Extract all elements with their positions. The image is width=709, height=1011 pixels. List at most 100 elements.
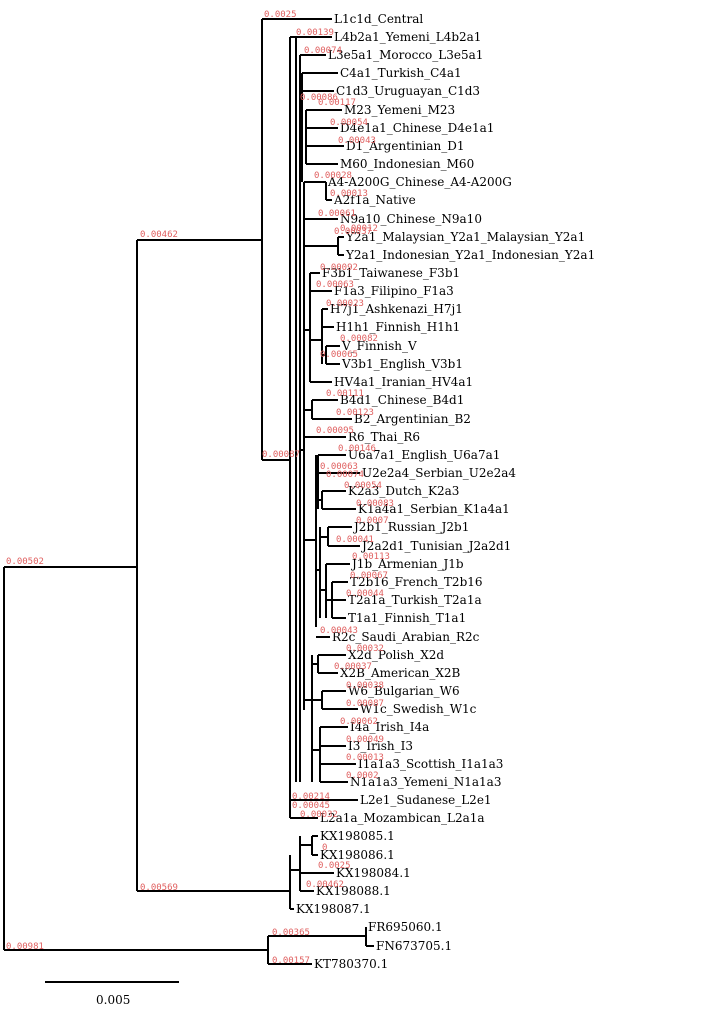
branch-length-label: 0.00113	[352, 552, 390, 562]
leaf-label: FN673705.1	[376, 939, 452, 953]
leaf-label: KT780370.1	[314, 957, 388, 971]
leaf-label: H7j1_Ashkenazi_H7j1	[330, 302, 463, 316]
branch-length-label: 0.00013	[346, 753, 384, 763]
leaf-label: K1a4a1_Serbian_K1a4a1	[358, 502, 510, 516]
leaf-label: B2_Argentinian_B2	[354, 412, 471, 426]
branch-length-label: 0.00139	[296, 28, 334, 38]
leaf-label: F3b1_Taiwanese_F3b1	[322, 266, 460, 280]
leaf-label: L3e5a1_Morocco_L3e5a1	[328, 48, 483, 62]
leaf-label: I3_Irish_I3	[348, 739, 413, 753]
branch-length-label: 0.00054	[330, 118, 368, 128]
leaf-label: M23_Yemeni_M23	[344, 103, 455, 117]
leaf-label: FR695060.1	[368, 920, 443, 934]
branch-length-label: 0.00049	[346, 735, 384, 745]
leaf-label: N1a1a3_Yemeni_N1a1a3	[350, 775, 501, 789]
leaf-label: U6a7a1_English_U6a7a1	[348, 448, 500, 462]
branch-length-label: 0.00095	[316, 426, 354, 436]
branch-length-label: 0.00023	[326, 299, 364, 309]
leaf-label: R6_Thai_R6	[348, 430, 420, 444]
branch-length-label: 0.00038	[346, 681, 384, 691]
leaf-label: J1b_Armenian_J1b	[350, 557, 464, 571]
leaf-label: K2a3_Dutch_K2a3	[348, 484, 459, 498]
leaf-label: J2b1_Russian_J2b1	[352, 520, 469, 534]
branch-length-label: 0.00045	[292, 801, 330, 811]
branch-length-label: 0.00074	[326, 470, 364, 480]
branch-length-label: 0.00037	[334, 227, 372, 237]
branch-length-label: 0.00087	[346, 699, 384, 709]
leaf-label: KX198085.1	[320, 829, 395, 843]
leaf-label: I4a_Irish_I4a	[350, 720, 429, 734]
leaf-label: I1a1a3_Scottish_I1a1a3	[358, 757, 503, 771]
leaf-label: H1h1_Finnish_H1h1	[336, 320, 460, 334]
leaf-label: N9a10_Chinese_N9a10	[340, 212, 482, 226]
leaf-label: A2f1a_Native	[333, 193, 416, 207]
leaf-label: Y2a1_Malaysian_Y2a1_Malaysian_Y2a1	[345, 230, 585, 244]
branch-length-label: 0.00502	[6, 557, 44, 567]
leaf-label: D1_Argentinian_D1	[346, 139, 465, 153]
leaf-label: T2b16_French_T2b16	[350, 575, 483, 589]
branch-length-label: 0.00044	[346, 589, 384, 599]
branch-length-label: 0.00117	[318, 98, 356, 108]
branch-length-label: 0.00063	[316, 280, 354, 290]
branch-length-label: 0.00065	[320, 350, 358, 360]
leaf-label: L2a1a_Mozambican_L2a1a	[320, 811, 485, 825]
leaf-label: F1a3_Filipino_F1a3	[334, 284, 454, 298]
branch-length-label: 0.00012	[340, 224, 378, 234]
leaf-label: L1c1d_Central	[334, 12, 423, 26]
branch-length-label: 0.00028	[314, 171, 352, 181]
leaf-label: M60_Indonesian_M60	[340, 157, 474, 171]
leaf-label: U2e2a4_Serbian_U2e2a4	[362, 466, 516, 480]
leaf-label: B4d1_Chinese_B4d1	[340, 393, 464, 407]
branch-length-label: 0.00083	[356, 499, 394, 509]
leaf-label: HV4a1_Iranian_HV4a1	[334, 375, 473, 389]
leaf-label: W1c_Swedish_W1c	[360, 702, 477, 716]
branch-length-label: 0.00462	[306, 880, 344, 890]
branch-length-label: 0.0025	[318, 861, 351, 871]
branch-length-label: 0.00054	[344, 481, 382, 491]
branch-length-label: 0.00086	[300, 93, 338, 103]
branch-length-label: 0.00157	[272, 956, 310, 966]
leaf-label: C4a1_Turkish_C4a1	[340, 66, 462, 80]
leaf-label: J2a2d1_Tunisian_J2a2d1	[360, 539, 511, 553]
leaf-label: T2a1a_Turkish_T2a1a	[348, 593, 482, 607]
leaf-label: C1d3_Uruguayan_C1d3	[336, 84, 480, 98]
branch-length-label: 0.00462	[140, 230, 178, 240]
branch-length-label: 0.00037	[334, 662, 372, 672]
leaf-label: D4e1a1_Chinese_D4e1a1	[340, 121, 494, 135]
leaf-label: W6_Bulgarian_W6	[348, 684, 460, 698]
leaf-label: A4-A200G_Chinese_A4-A200G	[327, 175, 512, 189]
branch-length-label: 0.00032	[346, 644, 384, 654]
branch-length-label: 0.00032	[300, 810, 338, 820]
leaf-label: R2c_Saudi_Arabian_R2c	[332, 630, 480, 644]
leaf-label: X2B_American_X2B	[340, 666, 460, 680]
leaf-label: X2d_Polish_X2d	[348, 648, 444, 662]
branch-length-label: 0.00087	[262, 450, 300, 460]
branch-length-label: 0	[322, 843, 327, 853]
branch-length-label: 0.00061	[318, 209, 356, 219]
branch-length-label: 0.00123	[336, 408, 374, 418]
branch-length-label: 0.00092	[320, 263, 358, 273]
branch-length-label: 0.0007	[356, 516, 389, 526]
branch-length-label: 0.00041	[336, 535, 374, 545]
leaf-label: L2e1_Sudanese_L2e1	[360, 793, 492, 807]
leaf-label: L4b2a1_Yemeni_L4b2a1	[334, 30, 481, 44]
branch-length-label: 0.00043	[320, 626, 358, 636]
scale-bar-label: 0.005	[96, 993, 130, 1007]
leaf-label: Y2a1_Indonesian_Y2a1_Indonesian_Y2a1	[345, 248, 595, 262]
branch-length-label: 0.00569	[140, 883, 178, 893]
branch-length-label: 0.00082	[340, 334, 378, 344]
branch-length-label: 0.00365	[272, 928, 310, 938]
branch-length-label: 0.00013	[330, 189, 368, 199]
branch-length-label: 0.00981	[6, 942, 44, 952]
leaf-label: KX198088.1	[316, 884, 391, 898]
branch-length-label: 0.0025	[264, 10, 297, 20]
leaf-label: KX198086.1	[320, 848, 395, 862]
branch-length-label: 0.00146	[338, 444, 376, 454]
branch-length-label: 0.0002	[346, 771, 379, 781]
leaf-label: V3b1_English_V3b1	[341, 357, 463, 371]
leaf-label: T1a1_Finnish_T1a1	[348, 611, 466, 625]
leaf-label: V_Finnish_V	[341, 339, 417, 353]
branch-length-label: 0.00214	[292, 792, 330, 802]
branch-length-label: 0.00067	[350, 571, 388, 581]
